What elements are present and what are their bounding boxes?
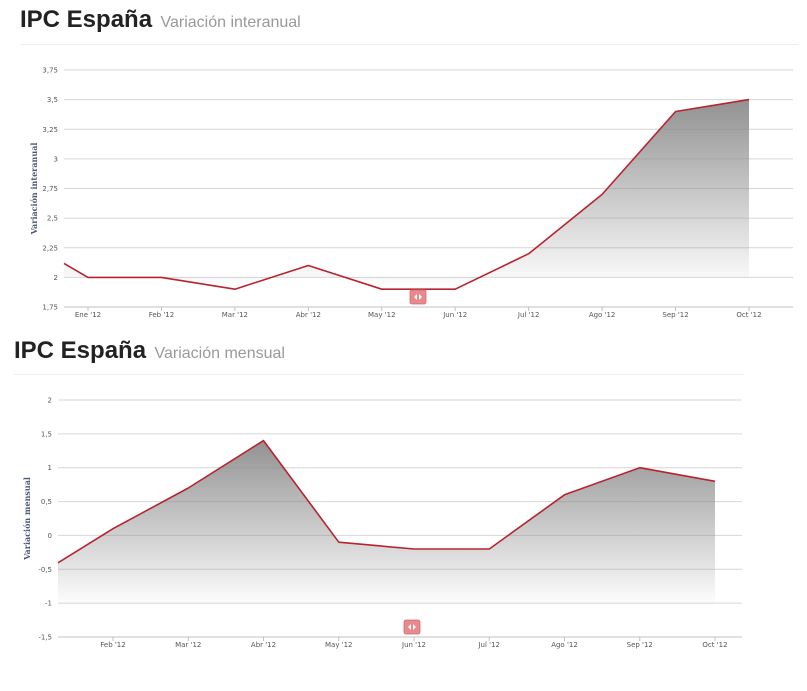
arrows-left-right-icon[interactable] xyxy=(409,289,427,305)
series-line xyxy=(63,98,750,290)
chart-heading: IPC España Variación mensual xyxy=(14,337,285,365)
data-point[interactable] xyxy=(159,275,164,280)
y-tick-label: -1,5 xyxy=(38,634,52,642)
x-tick-label: May '12 xyxy=(368,311,396,319)
chart-heading: IPC España Variación interanual xyxy=(20,6,301,34)
x-tick-label: Mar '12 xyxy=(222,311,248,319)
data-point[interactable] xyxy=(487,546,492,551)
x-tick-label: Jun '12 xyxy=(401,641,426,649)
x-tick-label: Feb '12 xyxy=(100,641,125,649)
x-tick-label: May '12 xyxy=(325,641,353,649)
data-point[interactable] xyxy=(306,263,311,268)
y-tick-label: 3,5 xyxy=(47,96,58,104)
y-tick-label: 2 xyxy=(54,274,58,282)
data-point[interactable] xyxy=(86,275,91,280)
y-tick-label: 0,5 xyxy=(41,498,52,506)
y-tick-label: 3,25 xyxy=(42,126,58,134)
data-point[interactable] xyxy=(261,438,266,443)
data-point[interactable] xyxy=(379,287,384,292)
y-tick-label: 2,75 xyxy=(42,185,58,193)
data-point[interactable] xyxy=(453,287,458,292)
x-tick-label: Mar '12 xyxy=(175,641,201,649)
x-tick-label: Ene '12 xyxy=(75,311,101,319)
data-point[interactable] xyxy=(232,287,237,292)
chart-interanual: 1,75 2 2,25 2,5 2,75 3 3,25 3,5 3,75 Variación in… xyxy=(29,67,793,319)
data-point[interactable] xyxy=(673,109,678,114)
x-tick-label: Abr '12 xyxy=(296,311,321,319)
data-point[interactable] xyxy=(412,546,417,551)
chart-title: IPC España xyxy=(14,337,147,364)
x-tick-label: Abr '12 xyxy=(251,641,276,649)
data-point[interactable] xyxy=(336,540,341,545)
data-point[interactable] xyxy=(713,479,718,484)
x-tick-label: Feb '12 xyxy=(149,311,174,319)
data-point[interactable] xyxy=(747,97,752,102)
data-point[interactable] xyxy=(526,251,531,256)
x-tick-label: Sep '12 xyxy=(627,641,653,649)
x-tick-label: Ago '12 xyxy=(589,311,616,319)
x-tick-label: Sep '12 xyxy=(662,311,688,319)
x-tick-label: Jul '12 xyxy=(477,641,500,649)
y-tick-label: 2,5 xyxy=(47,215,58,223)
y-tick-label: 1 xyxy=(48,464,52,472)
x-tick-label: Jun '12 xyxy=(442,311,467,319)
x-tick-label: Jul '12 xyxy=(517,311,540,319)
y-axis-label: Variación interanual xyxy=(29,143,39,236)
y-tick-label: 3,75 xyxy=(42,67,58,75)
series-area xyxy=(58,440,715,607)
data-point[interactable] xyxy=(111,526,116,531)
chart-subtitle: Variación interanual xyxy=(160,14,301,31)
data-point[interactable] xyxy=(562,492,567,497)
heading-divider xyxy=(20,44,798,45)
data-point[interactable] xyxy=(186,486,191,491)
x-tick-label: Oct '12 xyxy=(736,311,761,319)
series-area xyxy=(64,99,749,290)
y-tick-label: -0,5 xyxy=(38,566,52,574)
data-point[interactable] xyxy=(600,192,605,197)
data-point[interactable] xyxy=(637,465,642,470)
y-tick-label: 2 xyxy=(48,397,52,405)
y-tick-label: 3 xyxy=(54,155,58,163)
y-tick-label: 1,75 xyxy=(42,304,58,312)
y-tick-label: 0 xyxy=(48,532,52,540)
y-tick-label: 1,5 xyxy=(41,430,52,438)
x-tick-label: Ago '12 xyxy=(551,641,578,649)
chart-section-mensual: IPC España Variación mensual -1,5 -1 -0,5 0… xyxy=(0,330,807,691)
chart-mensual: -1,5 -1 -0,5 0 0,5 1 1,5 2 Variación mensual Feb … xyxy=(22,397,742,649)
chart-subtitle: Variación mensual xyxy=(154,345,285,362)
y-tick-label: 2,25 xyxy=(42,244,58,252)
chart-section-interanual: IPC España Variación interanual 1,75 2 2,2… xyxy=(0,0,807,330)
y-tick-label: -1 xyxy=(45,600,52,608)
chart-title: IPC España xyxy=(20,6,153,33)
y-axis-label: Variación mensual xyxy=(22,477,32,561)
series-line xyxy=(57,439,716,564)
heading-divider xyxy=(14,374,744,375)
arrows-left-right-icon[interactable] xyxy=(403,619,421,635)
x-tick-label: Oct '12 xyxy=(702,641,727,649)
